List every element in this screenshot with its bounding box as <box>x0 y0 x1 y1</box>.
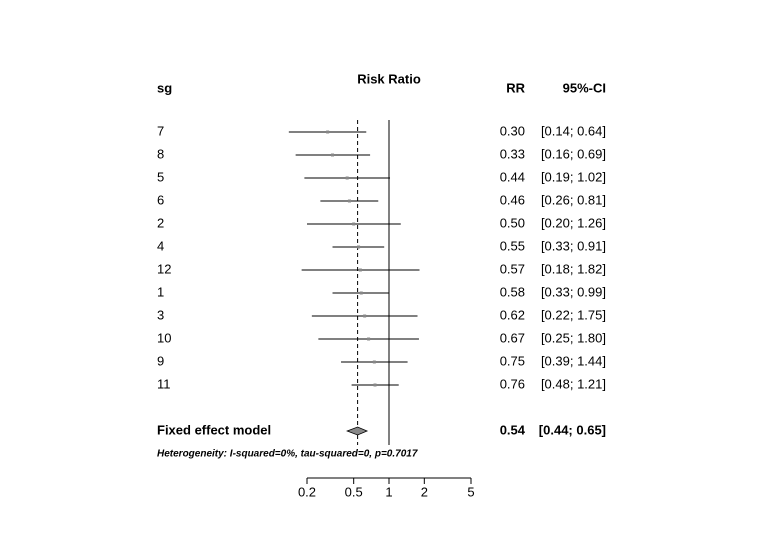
point-estimate <box>352 222 356 226</box>
value-label: 0.46 <box>500 192 525 207</box>
pooled-diamond <box>346 426 369 436</box>
point-estimate <box>345 176 349 180</box>
value-label: 0.50 <box>500 215 525 230</box>
pooled-ci-label: [0.44; 0.65] <box>539 422 606 437</box>
point-estimate <box>373 383 377 387</box>
value-label: 0.62 <box>500 307 525 322</box>
study-label: 4 <box>157 238 164 253</box>
value-label: 0.30 <box>500 123 525 138</box>
value-label: 0.44 <box>500 169 525 184</box>
study-label: 1 <box>157 284 164 299</box>
ci-label: [0.33; 0.91] <box>541 238 606 253</box>
study-label: 5 <box>157 169 164 184</box>
value-label: 0.75 <box>500 353 525 368</box>
value-label: 0.57 <box>500 261 525 276</box>
study-label: 12 <box>157 261 171 276</box>
study-label: 2 <box>157 215 164 230</box>
point-estimate <box>347 199 351 203</box>
value-label: 0.33 <box>500 146 525 161</box>
study-label: 7 <box>157 123 164 138</box>
pooled-value-label: 0.54 <box>500 422 526 437</box>
ci-label: [0.48; 1.21] <box>541 376 606 391</box>
ci-label: [0.22; 1.75] <box>541 307 606 322</box>
study-label: 6 <box>157 192 164 207</box>
study-label: 11 <box>157 376 171 391</box>
study-label: 8 <box>157 146 164 161</box>
point-estimate <box>331 153 335 157</box>
point-estimate <box>357 245 361 249</box>
ci-label: [0.33; 0.99] <box>541 284 606 299</box>
ci-label: [0.14; 0.64] <box>541 123 606 138</box>
x-tick-label: 0.5 <box>345 484 363 499</box>
ci-label: [0.25; 1.80] <box>541 330 606 345</box>
ci-label: [0.26; 0.81] <box>541 192 606 207</box>
pooled-label: Fixed effect model <box>157 422 271 437</box>
ci-header: 95%-CI <box>563 80 606 95</box>
ci-label: [0.19; 1.02] <box>541 169 606 184</box>
study-label: 10 <box>157 330 171 345</box>
x-tick-label: 2 <box>421 484 428 499</box>
ci-label: [0.39; 1.44] <box>541 353 606 368</box>
ci-label: [0.16; 0.69] <box>541 146 606 161</box>
value-label: 0.55 <box>500 238 525 253</box>
point-estimate <box>372 360 376 364</box>
point-estimate <box>367 337 371 341</box>
label-header: sg <box>157 80 172 95</box>
value-header: RR <box>506 80 525 95</box>
x-tick-label: 0.2 <box>298 484 316 499</box>
point-estimate <box>359 291 363 295</box>
point-estimate <box>326 130 330 134</box>
point-estimate <box>358 268 362 272</box>
point-estimate <box>363 314 367 318</box>
ci-label: [0.20; 1.26] <box>541 215 606 230</box>
x-tick-label: 5 <box>467 484 474 499</box>
chart-title: Risk Ratio <box>357 71 421 86</box>
heterogeneity-note: Heterogeneity: I-squared=0%, tau-squared… <box>157 449 418 460</box>
study-label: 3 <box>157 307 164 322</box>
value-label: 0.58 <box>500 284 525 299</box>
value-label: 0.76 <box>500 376 525 391</box>
ci-label: [0.18; 1.82] <box>541 261 606 276</box>
x-tick-label: 1 <box>385 484 392 499</box>
study-label: 9 <box>157 353 164 368</box>
value-label: 0.67 <box>500 330 525 345</box>
